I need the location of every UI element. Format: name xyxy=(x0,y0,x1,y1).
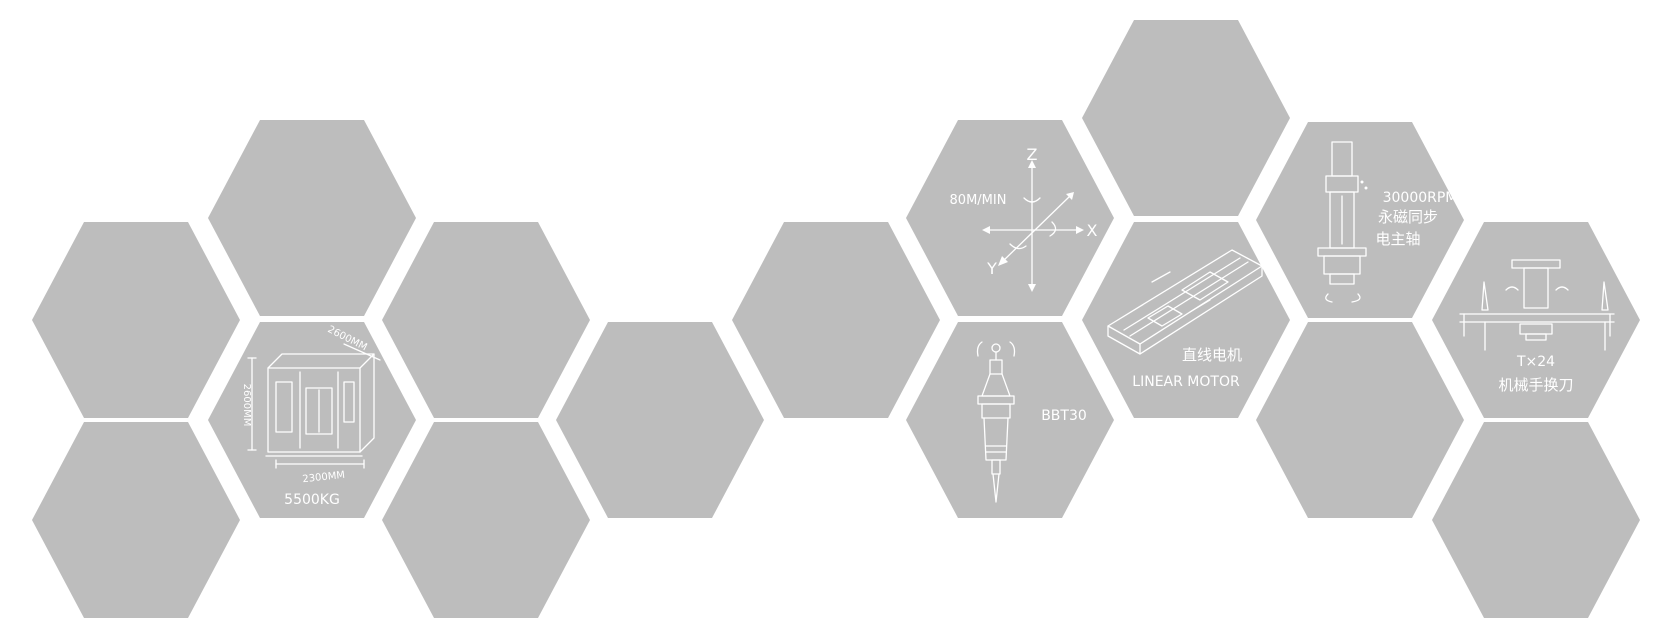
hexagon-tile xyxy=(382,422,590,618)
tool-changer-hexagon: T×24 机械手换刀 xyxy=(1432,222,1640,418)
machine-weight-label: 5500KG xyxy=(284,492,340,508)
axis-x-label: X xyxy=(1087,221,1098,240)
tool-holder-hexagon: BBT30 xyxy=(906,322,1114,518)
axis-z-label: Z xyxy=(1027,145,1038,164)
machine-depth-label: 2300MM xyxy=(302,470,346,485)
hexagon-tile xyxy=(32,422,240,618)
tool-holder-label: BBT30 xyxy=(1041,408,1087,424)
hexagon-tile xyxy=(732,222,940,418)
tool-holder-icon xyxy=(976,341,1016,503)
hexagon-tile xyxy=(1432,422,1640,618)
spindle-label-line1: 永磁同步 xyxy=(1378,208,1438,226)
axis-y-label: Y xyxy=(986,259,997,278)
spindle-icon xyxy=(1317,141,1368,303)
axis-speed-label: 80M/MIN xyxy=(950,193,1007,208)
hexagon-tile xyxy=(208,120,416,316)
linear-motor-icon xyxy=(1107,249,1263,355)
hexagon-tile xyxy=(1256,322,1464,518)
axis-speed-hexagon: 80M/MIN Z X Y xyxy=(906,120,1114,316)
hexagon-tile xyxy=(382,222,590,418)
machine-tool-icon xyxy=(247,343,381,469)
linear-motor-label-cn: 直线电机 xyxy=(1182,346,1242,364)
hexagon-tile xyxy=(1082,20,1290,216)
linear-motor-label-en: LINEAR MOTOR xyxy=(1132,374,1240,390)
xyz-axes-icon xyxy=(982,160,1084,292)
machine-height-label: 2600MM xyxy=(241,384,252,427)
hexagon-tile xyxy=(32,222,240,418)
linear-motor-hexagon: 直线电机 LINEAR MOTOR xyxy=(1082,222,1290,418)
tool-changer-icon xyxy=(1459,259,1615,351)
spindle-label-line2: 电主轴 xyxy=(1375,230,1420,248)
hexagon-tile xyxy=(556,322,764,518)
tool-changer-label: 机械手换刀 xyxy=(1498,376,1573,394)
spindle-hexagon: 30000RPM 永磁同步 电主轴 xyxy=(1256,122,1464,318)
tool-changer-capacity-label: T×24 xyxy=(1516,354,1555,370)
machine-footprint-hexagon: 2600MM 2600MM 2300MM 5500KG xyxy=(208,322,416,518)
spindle-rpm-label: 30000RPM xyxy=(1383,190,1458,206)
